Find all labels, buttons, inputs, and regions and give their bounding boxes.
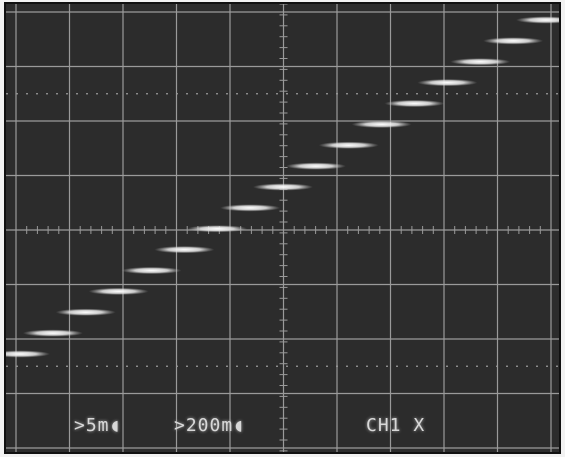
staircase-step	[450, 58, 511, 66]
oscilloscope-screen: >5m◖ >200m◖ CH1 X	[4, 2, 561, 454]
staircase-step	[318, 141, 379, 149]
staircase-step	[483, 37, 544, 45]
staircase-step	[351, 120, 412, 128]
ch1-volts-per-div-readout: >5m◖	[74, 415, 122, 436]
staircase-step	[253, 183, 313, 191]
staircase-step	[154, 246, 215, 254]
ch2-volts-per-div-readout: >200m◖	[174, 415, 246, 436]
staircase-step	[22, 329, 83, 337]
staircase-step	[55, 308, 116, 316]
graticule-display	[6, 4, 559, 452]
staircase-step	[220, 204, 281, 212]
staircase-step	[417, 79, 478, 87]
staircase-step	[516, 16, 559, 24]
staircase-step	[121, 266, 182, 275]
staircase-step	[384, 99, 445, 108]
staircase-step	[285, 162, 346, 170]
staircase-step	[187, 225, 248, 233]
staircase-step	[88, 287, 149, 295]
display-mode-readout: CH1 X	[366, 415, 426, 436]
staircase-step	[6, 350, 50, 358]
